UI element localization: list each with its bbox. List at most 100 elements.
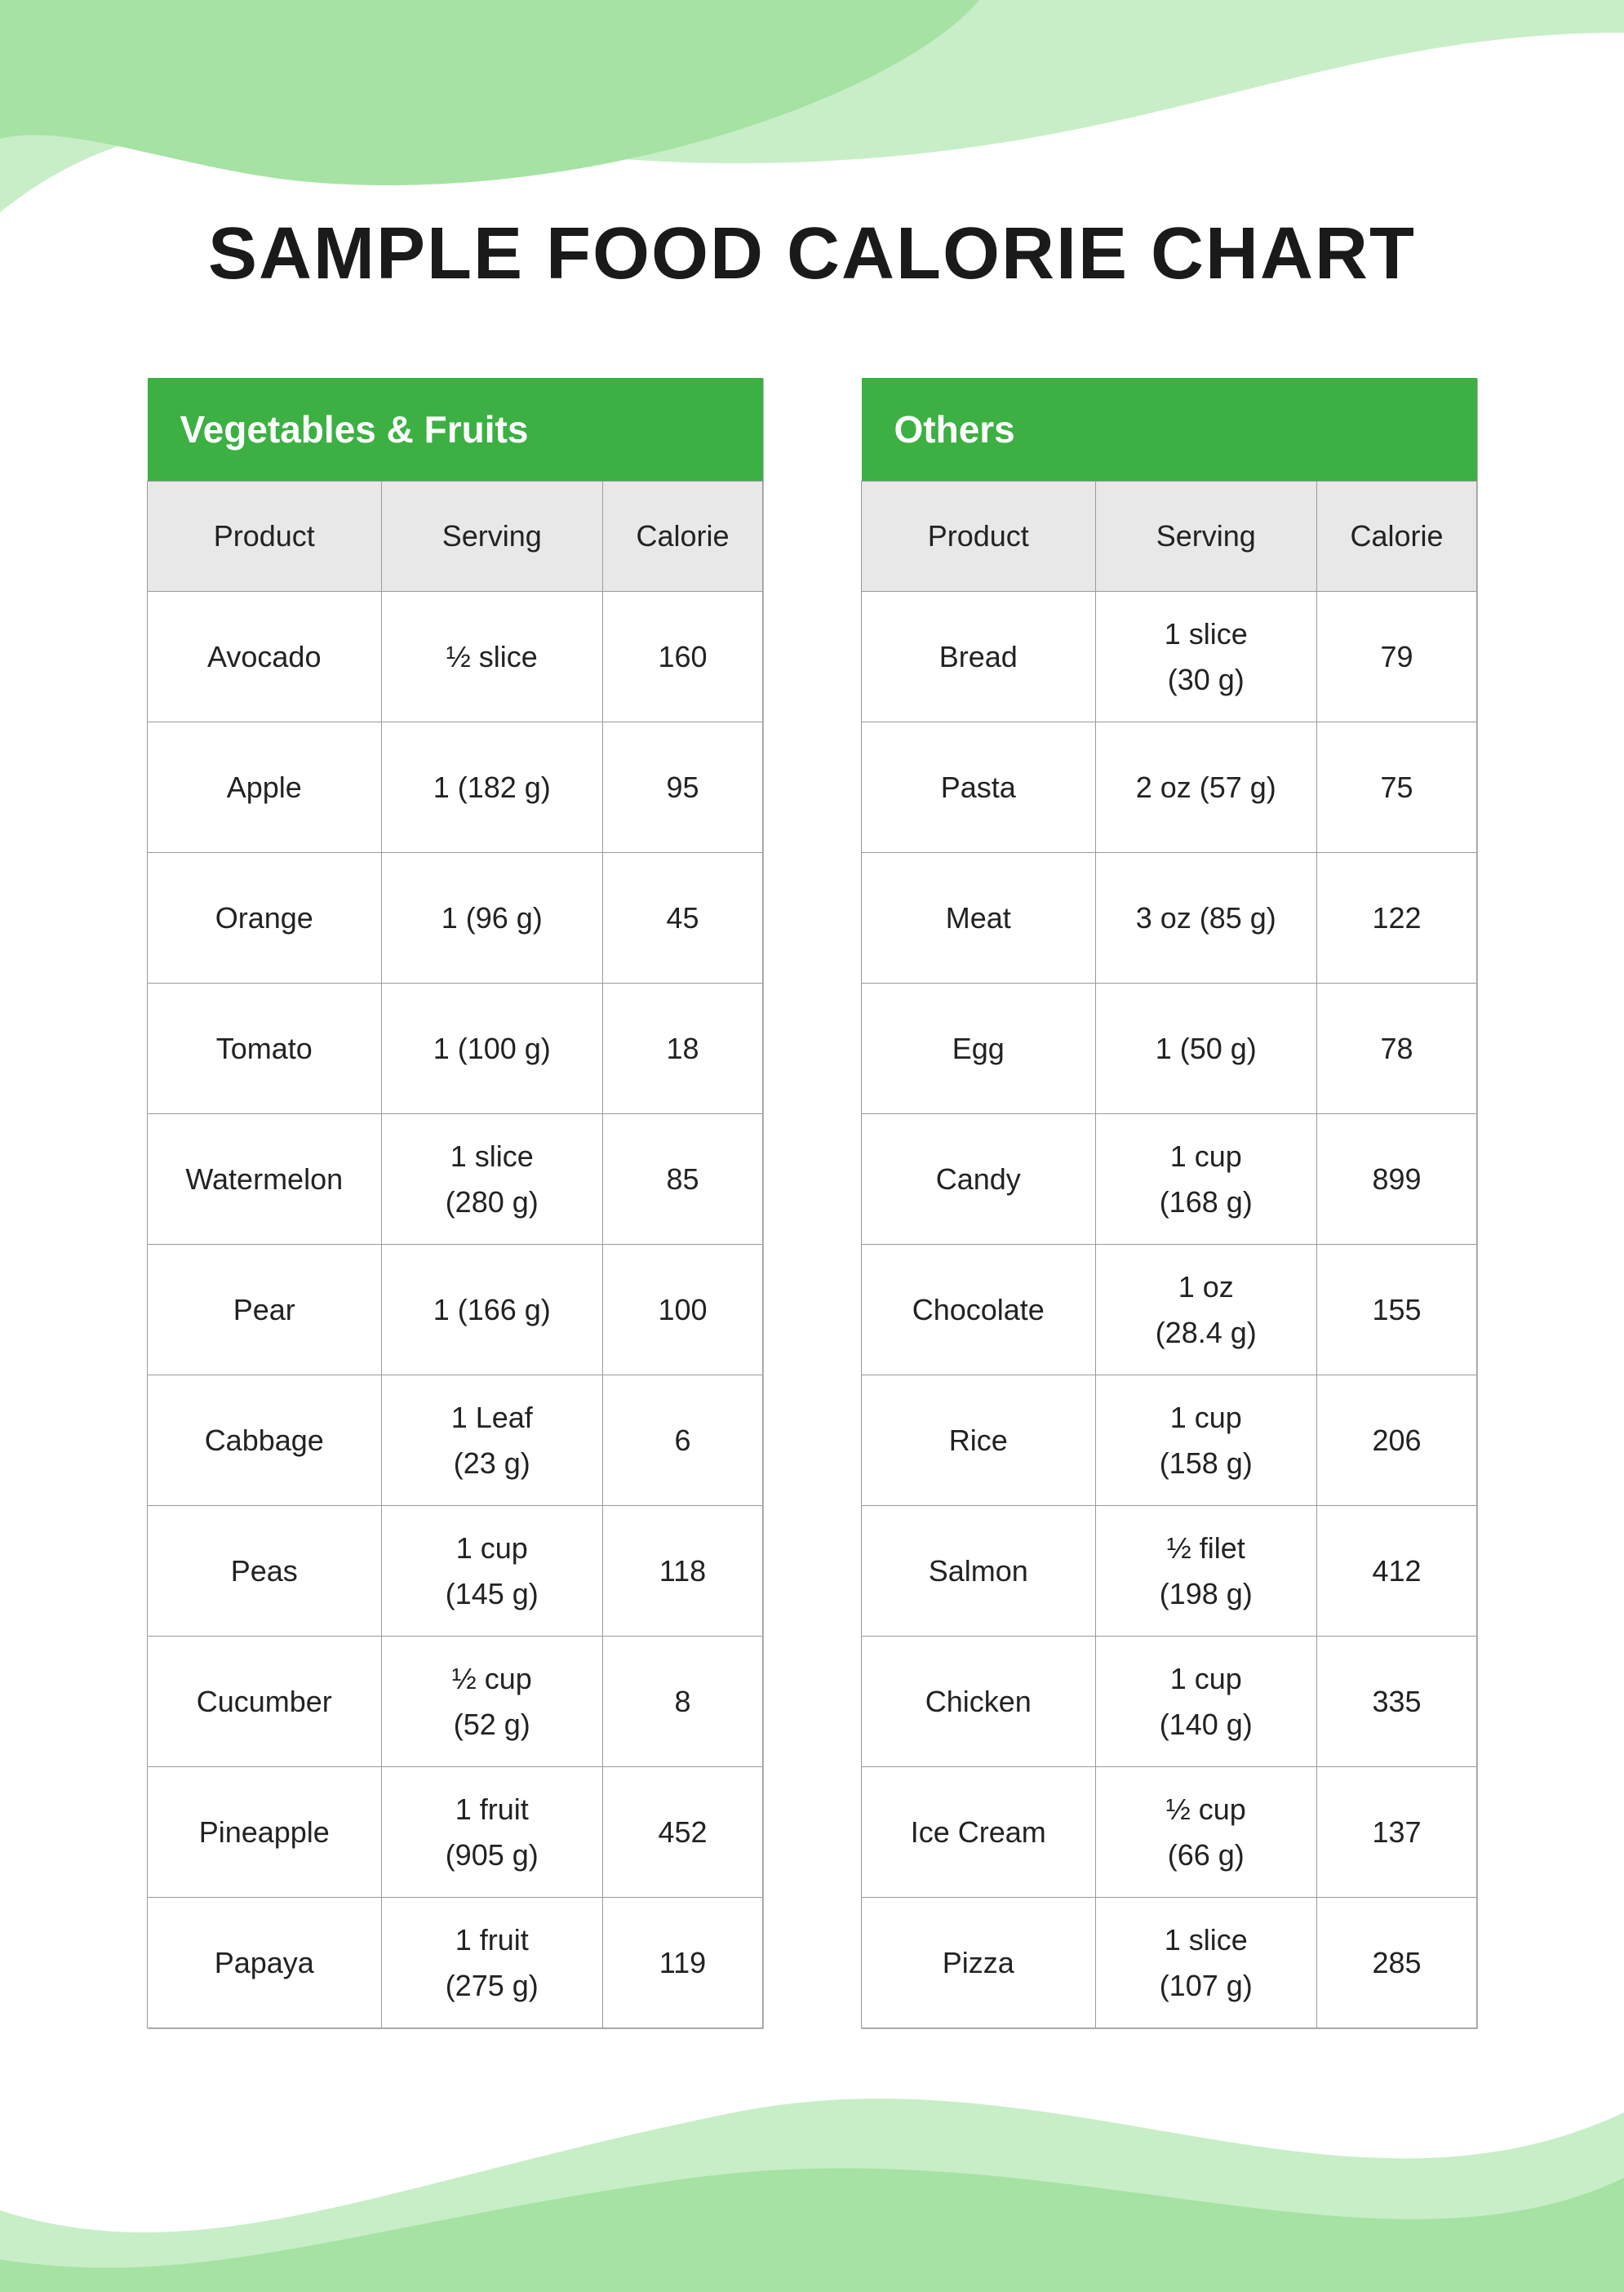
table-row: Pineapple1 fruit(905 g)452 [148, 1767, 763, 1898]
col-calorie: Calorie [1316, 482, 1476, 592]
cell-product: Pear [148, 1245, 382, 1375]
cell-calorie: 155 [1316, 1245, 1476, 1375]
cell-calorie: 6 [602, 1375, 762, 1506]
cell-calorie: 79 [1316, 592, 1476, 722]
cell-calorie: 78 [1316, 984, 1476, 1114]
cell-product: Apple [148, 722, 382, 853]
cell-serving: 1 cup(168 g) [1095, 1114, 1316, 1245]
table-title-row: Others [862, 378, 1477, 482]
cell-calorie: 137 [1316, 1767, 1476, 1898]
cell-product: Ice Cream [862, 1767, 1096, 1898]
table-body-right: Bread1 slice(30 g)79Pasta2 oz (57 g)75Me… [862, 592, 1477, 2028]
cell-serving: 3 oz (85 g) [1095, 853, 1316, 984]
table-row: Cucumber½ cup(52 g)8 [148, 1637, 763, 1767]
cell-product: Bread [862, 592, 1096, 722]
cell-calorie: 75 [1316, 722, 1476, 853]
cell-product: Pineapple [148, 1767, 382, 1898]
cell-serving: ½ slice [381, 592, 602, 722]
cell-serving: 1 (100 g) [381, 984, 602, 1114]
cell-product: Salmon [862, 1506, 1096, 1637]
cell-product: Rice [862, 1375, 1096, 1506]
cell-serving: ½ cup(66 g) [1095, 1767, 1316, 1898]
cell-calorie: 899 [1316, 1114, 1476, 1245]
table-row: Candy1 cup(168 g)899 [862, 1114, 1477, 1245]
table-others: Others Product Serving Calorie Bread1 sl… [861, 378, 1477, 2028]
cell-calorie: 45 [602, 853, 762, 984]
cell-calorie: 335 [1316, 1637, 1476, 1767]
page-title: SAMPLE FOOD CALORIE CHART [0, 0, 1624, 296]
cell-product: Peas [148, 1506, 382, 1637]
table-row: Orange1 (96 g)45 [148, 853, 763, 984]
cell-product: Pasta [862, 722, 1096, 853]
table-row: Chicken1 cup(140 g)335 [862, 1637, 1477, 1767]
cell-calorie: 122 [1316, 853, 1476, 984]
table-header-row: Product Serving Calorie [862, 482, 1477, 592]
table-body-left: Avocado½ slice160Apple1 (182 g)95Orange1… [148, 592, 763, 2028]
cell-serving: 1 (96 g) [381, 853, 602, 984]
cell-product: Cabbage [148, 1375, 382, 1506]
cell-calorie: 85 [602, 1114, 762, 1245]
table-row: Pear1 (166 g)100 [148, 1245, 763, 1375]
col-serving: Serving [381, 482, 602, 592]
cell-serving: 1 (166 g) [381, 1245, 602, 1375]
table-row: Rice1 cup(158 g)206 [862, 1375, 1477, 1506]
col-product: Product [862, 482, 1096, 592]
cell-calorie: 8 [602, 1637, 762, 1767]
table-row: Egg1 (50 g)78 [862, 984, 1477, 1114]
cell-calorie: 412 [1316, 1506, 1476, 1637]
cell-serving: 2 oz (57 g) [1095, 722, 1316, 853]
cell-product: Papaya [148, 1898, 382, 2028]
cell-calorie: 452 [602, 1767, 762, 1898]
cell-calorie: 100 [602, 1245, 762, 1375]
cell-serving: 1 Leaf(23 g) [381, 1375, 602, 1506]
col-serving: Serving [1095, 482, 1316, 592]
col-calorie: Calorie [602, 482, 762, 592]
cell-serving: 1 slice(107 g) [1095, 1898, 1316, 2028]
table-row: Ice Cream½ cup(66 g)137 [862, 1767, 1477, 1898]
cell-serving: ½ filet(198 g) [1095, 1506, 1316, 1637]
cell-serving: 1 cup(158 g) [1095, 1375, 1316, 1506]
table-title: Others [862, 378, 1477, 482]
cell-calorie: 118 [602, 1506, 762, 1637]
cell-serving: 1 oz(28.4 g) [1095, 1245, 1316, 1375]
cell-calorie: 119 [602, 1898, 762, 2028]
table-row: Avocado½ slice160 [148, 592, 763, 722]
cell-serving: 1 slice(30 g) [1095, 592, 1316, 722]
cell-product: Candy [862, 1114, 1096, 1245]
cell-serving: 1 cup(145 g) [381, 1506, 602, 1637]
table-row: Pizza1 slice(107 g)285 [862, 1898, 1477, 2028]
table-title: Vegetables & Fruits [148, 378, 763, 482]
cell-serving: ½ cup(52 g) [381, 1637, 602, 1767]
table-row: Watermelon1 slice(280 g)85 [148, 1114, 763, 1245]
cell-serving: 1 fruit(905 g) [381, 1767, 602, 1898]
cell-product: Cucumber [148, 1637, 382, 1767]
cell-serving: 1 (182 g) [381, 722, 602, 853]
cell-product: Pizza [862, 1898, 1096, 2028]
table-row: Apple1 (182 g)95 [148, 722, 763, 853]
col-product: Product [148, 482, 382, 592]
table-row: Papaya1 fruit(275 g)119 [148, 1898, 763, 2028]
cell-product: Tomato [148, 984, 382, 1114]
cell-serving: 1 slice(280 g) [381, 1114, 602, 1245]
tables-container: Vegetables & Fruits Product Serving Calo… [0, 378, 1624, 2028]
table-row: Salmon½ filet(198 g)412 [862, 1506, 1477, 1637]
cell-product: Chicken [862, 1637, 1096, 1767]
table-row: Peas1 cup(145 g)118 [148, 1506, 763, 1637]
cell-calorie: 206 [1316, 1375, 1476, 1506]
table-row: Cabbage1 Leaf(23 g)6 [148, 1375, 763, 1506]
cell-calorie: 95 [602, 722, 762, 853]
table-header-row: Product Serving Calorie [148, 482, 763, 592]
cell-calorie: 18 [602, 984, 762, 1114]
cell-product: Egg [862, 984, 1096, 1114]
cell-product: Meat [862, 853, 1096, 984]
cell-serving: 1 (50 g) [1095, 984, 1316, 1114]
table-row: Bread1 slice(30 g)79 [862, 592, 1477, 722]
cell-product: Avocado [148, 592, 382, 722]
cell-product: Orange [148, 853, 382, 984]
table-vegetables-fruits: Vegetables & Fruits Product Serving Calo… [147, 378, 763, 2028]
table-title-row: Vegetables & Fruits [148, 378, 763, 482]
table-row: Meat3 oz (85 g)122 [862, 853, 1477, 984]
table-row: Tomato1 (100 g)18 [148, 984, 763, 1114]
cell-serving: 1 cup(140 g) [1095, 1637, 1316, 1767]
cell-calorie: 160 [602, 592, 762, 722]
